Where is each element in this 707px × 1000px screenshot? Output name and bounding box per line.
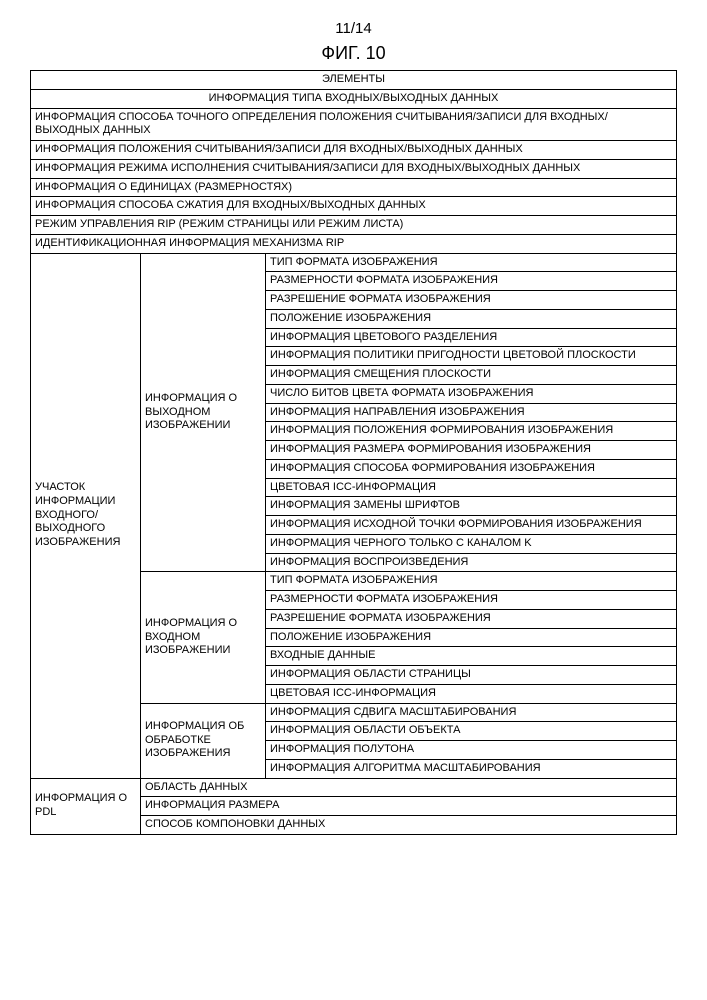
output-row: ИНФОРМАЦИЯ РАЗМЕРА ФОРМИРОВАНИЯ ИЗОБРАЖЕ… [266,441,677,460]
full-row: ИНФОРМАЦИЯ СПОСОБА ТОЧНОГО ОПРЕДЕЛЕНИЯ П… [31,108,677,141]
table-header: ЭЛЕМЕНТЫ [31,71,677,90]
full-row: ИНФОРМАЦИЯ РЕЖИМА ИСПОЛНЕНИЯ СЧИТЫВАНИЯ/… [31,159,677,178]
input-row: РАЗМЕРНОСТИ ФОРМАТА ИЗОБРАЖЕНИЯ [266,591,677,610]
output-image-label: ИНФОРМАЦИЯ О ВЫХОДНОМ ИЗОБРАЖЕНИИ [141,253,266,572]
output-row: РАЗМЕРНОСТИ ФОРМАТА ИЗОБРАЖЕНИЯ [266,272,677,291]
output-row: ПОЛОЖЕНИЕ ИЗОБРАЖЕНИЯ [266,309,677,328]
output-row: РАЗРЕШЕНИЕ ФОРМАТА ИЗОБРАЖЕНИЯ [266,291,677,310]
processing-label: ИНФОРМАЦИЯ ОБ ОБРАБОТКЕ ИЗОБРАЖЕНИЯ [141,703,266,778]
output-row: ИНФОРМАЦИЯ НАПРАВЛЕНИЯ ИЗОБРАЖЕНИЯ [266,403,677,422]
output-row: ИНФОРМАЦИЯ ВОСПРОИЗВЕДЕНИЯ [266,553,677,572]
input-row: РАЗРЕШЕНИЕ ФОРМАТА ИЗОБРАЖЕНИЯ [266,609,677,628]
input-row: ИНФОРМАЦИЯ ОБЛАСТИ СТРАНИЦЫ [266,666,677,685]
input-row: ВХОДНЫЕ ДАННЫЕ [266,647,677,666]
output-row: ЦВЕТОВАЯ ICC-ИНФОРМАЦИЯ [266,478,677,497]
full-row: РЕЖИМ УПРАВЛЕНИЯ RIP (РЕЖИМ СТРАНИЦЫ ИЛИ… [31,216,677,235]
output-row: ИНФОРМАЦИЯ ИСХОДНОЙ ТОЧКИ ФОРМИРОВАНИЯ И… [266,516,677,535]
full-row: ИНФОРМАЦИЯ ПОЛОЖЕНИЯ СЧИТЫВАНИЯ/ЗАПИСИ Д… [31,141,677,160]
io-image-section-label: УЧАСТОК ИНФОРМАЦИИ ВХОДНОГО/ВЫХОДНОГО ИЗ… [31,253,141,778]
processing-row: ИНФОРМАЦИЯ ОБЛАСТИ ОБЪЕКТА [266,722,677,741]
processing-row: ИНФОРМАЦИЯ СДВИГА МАСШТАБИРОВАНИЯ [266,703,677,722]
input-row: ТИП ФОРМАТА ИЗОБРАЖЕНИЯ [266,572,677,591]
input-row: ПОЛОЖЕНИЕ ИЗОБРАЖЕНИЯ [266,628,677,647]
pdl-row: ОБЛАСТЬ ДАННЫХ [141,778,677,797]
pdl-label: ИНФОРМАЦИЯ О PDL [31,778,141,834]
processing-row: ИНФОРМАЦИЯ ПОЛУТОНА [266,741,677,760]
io-type-header: ИНФОРМАЦИЯ ТИПА ВХОДНЫХ/ВЫХОДНЫХ ДАННЫХ [31,89,677,108]
output-row: ИНФОРМАЦИЯ ЗАМЕНЫ ШРИФТОВ [266,497,677,516]
page-number: 11/14 [30,20,677,37]
output-row: ТИП ФОРМАТА ИЗОБРАЖЕНИЯ [266,253,677,272]
output-row: ЧИСЛО БИТОВ ЦВЕТА ФОРМАТА ИЗОБРАЖЕНИЯ [266,384,677,403]
output-row: ИНФОРМАЦИЯ ЧЕРНОГО ТОЛЬКО С КАНАЛОМ K [266,534,677,553]
pdl-row: СПОСОБ КОМПОНОВКИ ДАННЫХ [141,816,677,835]
elements-table: ЭЛЕМЕНТЫ ИНФОРМАЦИЯ ТИПА ВХОДНЫХ/ВЫХОДНЫ… [30,70,677,835]
output-row: ИНФОРМАЦИЯ СМЕЩЕНИЯ ПЛОСКОСТИ [266,366,677,385]
output-row: ИНФОРМАЦИЯ ПОЛОЖЕНИЯ ФОРМИРОВАНИЯ ИЗОБРА… [266,422,677,441]
output-row: ИНФОРМАЦИЯ ЦВЕТОВОГО РАЗДЕЛЕНИЯ [266,328,677,347]
output-row: ИНФОРМАЦИЯ ПОЛИТИКИ ПРИГОДНОСТИ ЦВЕТОВОЙ… [266,347,677,366]
figure-title: ФИГ. 10 [30,43,677,64]
full-row: ИНФОРМАЦИЯ СПОСОБА СЖАТИЯ ДЛЯ ВХОДНЫХ/ВЫ… [31,197,677,216]
processing-row: ИНФОРМАЦИЯ АЛГОРИТМА МАСШТАБИРОВАНИЯ [266,759,677,778]
input-image-label: ИНФОРМАЦИЯ О ВХОДНОМ ИЗОБРАЖЕНИИ [141,572,266,703]
input-row: ЦВЕТОВАЯ ICC-ИНФОРМАЦИЯ [266,684,677,703]
full-row: ИНФОРМАЦИЯ О ЕДИНИЦАХ (РАЗМЕРНОСТЯХ) [31,178,677,197]
output-row: ИНФОРМАЦИЯ СПОСОБА ФОРМИРОВАНИЯ ИЗОБРАЖЕ… [266,459,677,478]
pdl-row: ИНФОРМАЦИЯ РАЗМЕРА [141,797,677,816]
full-row: ИДЕНТИФИКАЦИОННАЯ ИНФОРМАЦИЯ МЕХАНИЗМА R… [31,234,677,253]
